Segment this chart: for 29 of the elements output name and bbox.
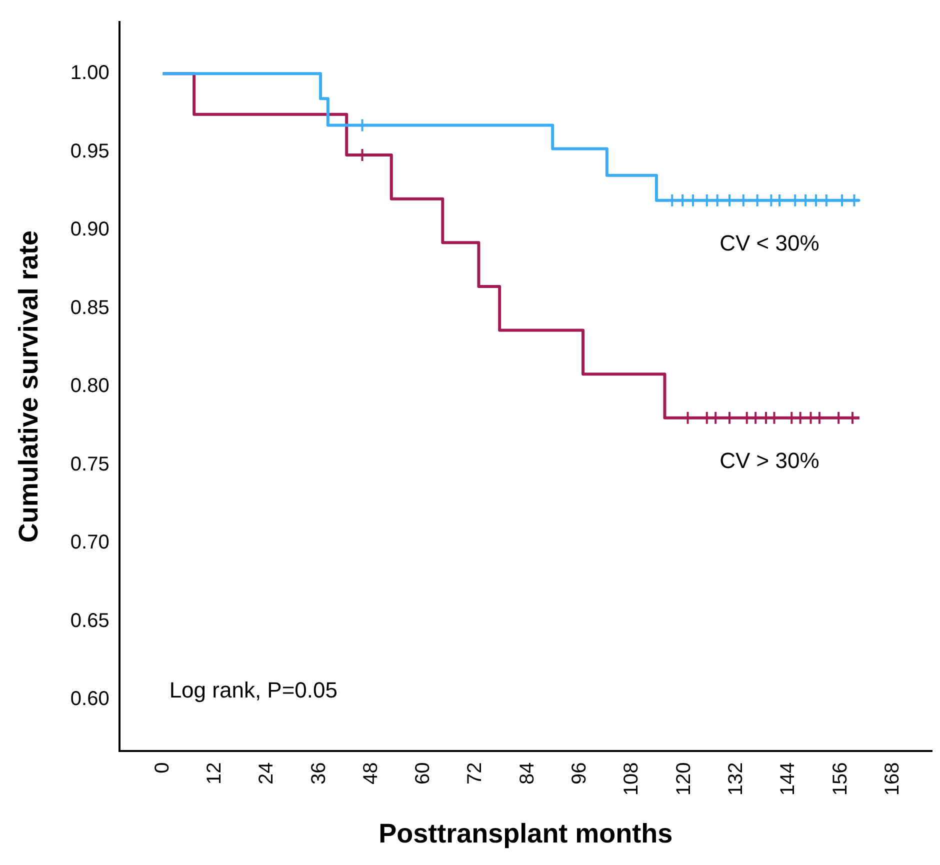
- x-tick-label: 108: [620, 762, 643, 796]
- x-tick-label: 48: [360, 762, 382, 784]
- y-tick-label: 0.95: [70, 140, 110, 162]
- y-tick-label: 0.80: [70, 375, 110, 398]
- x-tick-label: 84: [516, 762, 538, 784]
- y-tick-label: 0.60: [70, 688, 110, 710]
- x-tick-label: 144: [777, 762, 800, 796]
- y-axis-title: Cumulative survival rate: [14, 230, 44, 543]
- y-tick-label: 1.00: [70, 62, 110, 84]
- x-axis-title: Posttransplant months: [378, 818, 673, 848]
- x-tick-label: 156: [829, 762, 852, 796]
- x-tick-label: 24: [256, 762, 278, 784]
- x-tick-label: 72: [464, 762, 486, 784]
- series-label: CV > 30%: [720, 448, 820, 473]
- x-tick-label: 12: [203, 762, 226, 784]
- x-tick-label: 96: [568, 762, 590, 784]
- x-tick-label: 120: [672, 762, 695, 796]
- y-tick-label: 0.75: [70, 453, 110, 476]
- x-tick-label: 132: [724, 762, 747, 796]
- annotation: Log rank, P=0.05: [169, 677, 338, 702]
- series-label: CV < 30%: [720, 230, 820, 256]
- y-tick-label: 0.70: [70, 532, 110, 554]
- x-tick-label: 60: [412, 762, 434, 784]
- y-tick-label: 0.85: [70, 296, 110, 319]
- x-tick-label: 0: [151, 762, 174, 774]
- x-tick-label: 168: [881, 762, 904, 796]
- y-tick-label: 0.65: [70, 610, 110, 632]
- y-tick-label: 0.90: [70, 218, 110, 241]
- x-tick-label: 36: [308, 762, 330, 784]
